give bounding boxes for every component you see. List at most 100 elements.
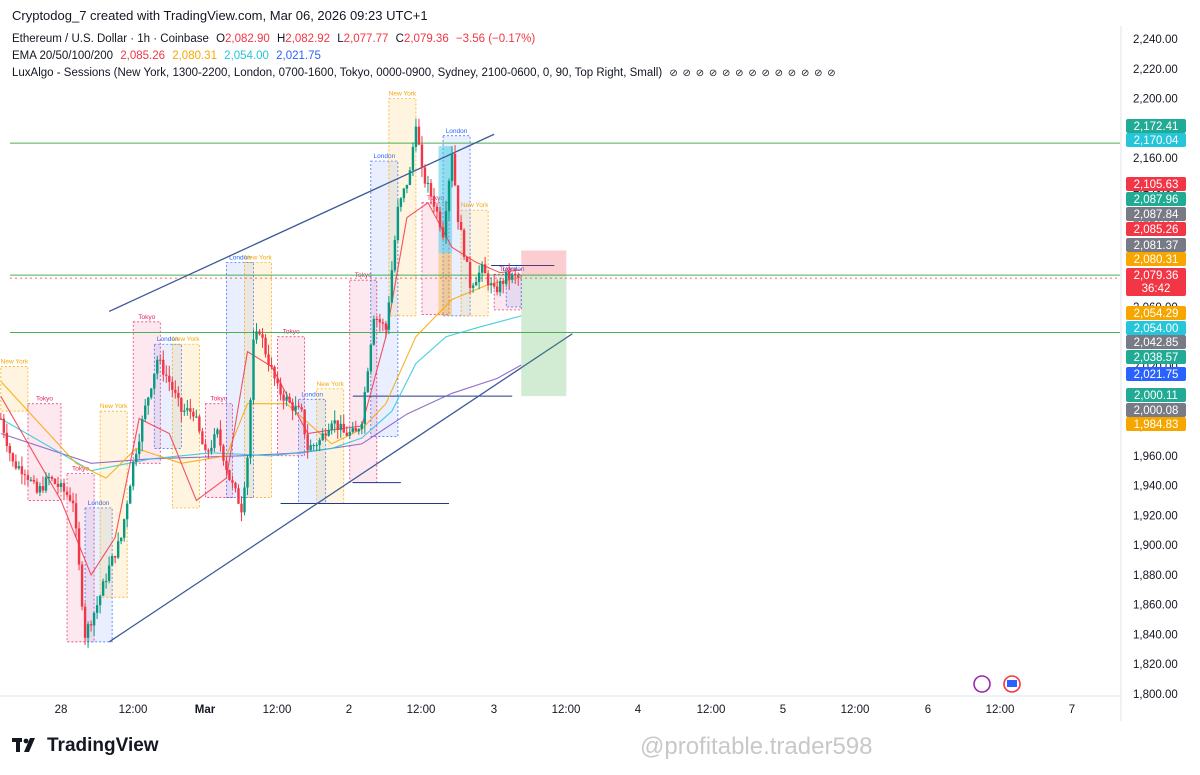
candle-body [348, 431, 351, 436]
y-tick-label: 1,960.00 [1133, 451, 1178, 463]
session-label: London [503, 266, 525, 273]
candle-body [95, 605, 99, 613]
session-box [277, 336, 305, 457]
candle-body [285, 397, 288, 401]
candle-body [17, 466, 21, 469]
price-tag [1126, 119, 1186, 133]
y-tick-label: 1,920.00 [1133, 510, 1178, 522]
candle-body [273, 366, 276, 379]
candle-body [62, 483, 66, 492]
x-tick-label: 28 [55, 704, 68, 716]
candle-body [309, 445, 312, 451]
y-tick-label: 1,940.00 [1133, 481, 1178, 493]
x-tick-label: 7 [1069, 704, 1075, 716]
candle-body [44, 477, 48, 491]
price-tag-label: 2,087.96 [1134, 194, 1179, 206]
session-label: London [88, 500, 110, 507]
candle-body [144, 405, 147, 420]
candle-body [207, 450, 210, 452]
x-tick-label: 12:00 [119, 704, 148, 716]
candle-body [384, 323, 388, 330]
price-tag-label: 1,984.83 [1134, 419, 1179, 431]
candle-body [216, 429, 219, 435]
candle-body [68, 495, 72, 501]
session-label: London [229, 254, 251, 261]
candle-body [0, 418, 3, 420]
session-box [244, 261, 272, 498]
candle-body [477, 272, 481, 283]
candle-body [357, 429, 360, 432]
candle-body [249, 400, 252, 458]
candle-body [303, 409, 306, 435]
candle-body [243, 487, 246, 513]
price-tag [1126, 403, 1186, 417]
y-tick-label: 1,800.00 [1133, 689, 1178, 701]
candle-body [92, 612, 96, 626]
candle-body [462, 229, 466, 257]
candle-body [342, 423, 345, 433]
legend-ema200: 2,021.75 [276, 50, 321, 62]
candle-body [393, 240, 397, 271]
candle-body [26, 475, 30, 480]
candle-body [219, 429, 222, 446]
candle-body [438, 211, 442, 228]
candle-body [369, 344, 373, 372]
candle-body [315, 445, 318, 447]
candle-body [228, 469, 231, 481]
x-tick-label: 3 [491, 704, 497, 716]
candle-body [420, 144, 424, 168]
price-tag [1126, 177, 1186, 191]
candle-body [402, 188, 406, 199]
candle-body [107, 565, 111, 581]
candle-body [276, 378, 279, 384]
price-tag [1126, 388, 1186, 402]
candle-body [444, 211, 448, 238]
candle-body [252, 339, 255, 401]
price-tag-label: 2,038.57 [1134, 352, 1179, 364]
price-tag [1126, 252, 1186, 266]
price-tag [1126, 306, 1186, 320]
chart-area[interactable]: New York Tokyo Tokyo London New York Tokyo Lon… [0, 26, 1200, 721]
candle-body [517, 275, 520, 278]
tradingview-logo[interactable]: TradingView [12, 735, 159, 757]
candle-body [318, 440, 321, 446]
horizontal-levels [10, 142, 1120, 504]
session-box [370, 160, 399, 437]
channel-lower-line [108, 333, 573, 643]
candle-body [297, 405, 300, 408]
price-tag [1126, 222, 1186, 236]
candle-body [104, 580, 108, 582]
y-tick-label: 1,820.00 [1133, 659, 1178, 671]
price-tag-label: 2,081.37 [1134, 240, 1179, 252]
session-box [226, 261, 254, 498]
legend-sessions-line: LuxAlgo - Sessions (New York, 1300-2200,… [12, 67, 841, 79]
candle-body [375, 319, 379, 321]
session-box [99, 410, 128, 598]
candle-body [432, 196, 436, 207]
session-box [66, 473, 95, 643]
legend-h-label: H [276, 33, 286, 45]
candle-body [195, 416, 198, 418]
legend-symbol: Ethereum / U.S. Dollar · 1h · Coinbase [12, 33, 209, 45]
candle-body [495, 286, 499, 293]
candle-body [186, 408, 189, 411]
price-tag-label: 2,087.84 [1134, 209, 1179, 221]
candle-body [65, 491, 69, 496]
legend-sessions-icons[interactable]: ⊘ ⊘ ⊘ ⊘ ⊘ ⊘ ⊘ ⊘ ⊘ ⊘ ⊘ ⊘ ⊘ [669, 68, 837, 79]
price-tag-label: 2,105.63 [1134, 179, 1179, 191]
candle-body [11, 453, 15, 462]
session-label: Tokyo [72, 466, 89, 473]
candle-body [408, 170, 412, 185]
legend-ema-label: EMA 20/50/100/200 [12, 50, 114, 62]
y-tick-label: 1,880.00 [1133, 570, 1178, 582]
candle-body [86, 624, 90, 638]
y-tick-label: 2,240.00 [1133, 34, 1178, 46]
candle-body [38, 486, 42, 493]
legend-sessions-text: LuxAlgo - Sessions (New York, 1300-2200,… [12, 67, 663, 79]
price-tag [1126, 417, 1186, 431]
session-box [349, 279, 378, 483]
x-tick-label: 5 [780, 704, 786, 716]
candle-body [471, 285, 475, 288]
price-tag-label: 2,170.04 [1134, 135, 1179, 147]
